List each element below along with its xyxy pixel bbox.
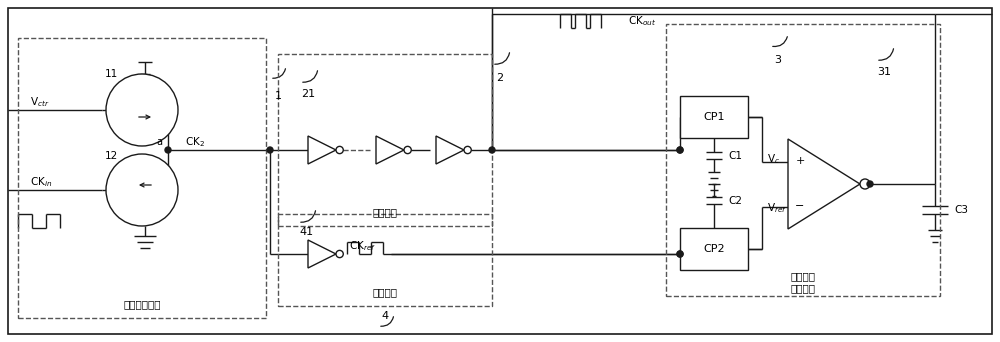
Text: 反相单元: 反相单元 [372, 287, 398, 297]
Text: C1: C1 [728, 151, 742, 161]
Circle shape [165, 147, 171, 153]
Text: C3: C3 [954, 205, 968, 215]
Text: CK$_{out}$: CK$_{out}$ [628, 14, 656, 28]
Circle shape [489, 147, 495, 153]
Polygon shape [436, 136, 464, 164]
Bar [680, 96, 748, 138]
Text: 12: 12 [105, 151, 118, 161]
Circle shape [106, 154, 178, 226]
Circle shape [677, 147, 683, 153]
Text: CP1: CP1 [703, 112, 725, 122]
Bar [18, 38, 266, 318]
Circle shape [267, 147, 273, 153]
Text: 11: 11 [105, 69, 118, 79]
Bar [278, 214, 492, 306]
Polygon shape [788, 139, 860, 229]
Circle shape [867, 181, 873, 187]
Text: 脉宽调整单元: 脉宽调整单元 [123, 299, 161, 309]
Polygon shape [308, 136, 336, 164]
Circle shape [404, 146, 411, 154]
Bar [680, 228, 748, 270]
Text: 3: 3 [774, 55, 782, 65]
Text: CK$_{ref}$: CK$_{ref}$ [349, 239, 376, 253]
Text: 1: 1 [274, 91, 282, 101]
Text: V$_{ref}$: V$_{ref}$ [767, 201, 787, 215]
Circle shape [336, 146, 343, 154]
Text: C2: C2 [728, 196, 742, 206]
Bar [278, 54, 492, 226]
Text: 31: 31 [877, 67, 891, 77]
Text: V$_{ctr}$: V$_{ctr}$ [30, 95, 49, 109]
Text: 2: 2 [496, 73, 504, 83]
Bar [666, 24, 940, 296]
Text: 控制信号
产生单元: 控制信号 产生单元 [790, 271, 816, 293]
Text: 整形单元: 整形单元 [372, 207, 398, 217]
Polygon shape [376, 136, 404, 164]
Text: −: − [795, 201, 805, 211]
Text: CP2: CP2 [703, 244, 725, 254]
Circle shape [677, 251, 683, 257]
Polygon shape [308, 240, 336, 268]
Text: CK$_2$: CK$_2$ [185, 135, 205, 149]
Circle shape [106, 74, 178, 146]
Text: 4: 4 [381, 311, 389, 321]
Circle shape [464, 146, 471, 154]
Text: a: a [156, 137, 162, 147]
Text: 41: 41 [299, 227, 313, 237]
Circle shape [860, 179, 870, 189]
Text: +: + [795, 157, 805, 167]
Text: CK$_{in}$: CK$_{in}$ [30, 175, 52, 189]
Circle shape [677, 147, 683, 153]
Circle shape [677, 251, 683, 257]
Circle shape [336, 250, 343, 258]
Text: V$_c$: V$_c$ [767, 153, 780, 167]
Text: 21: 21 [301, 89, 315, 99]
